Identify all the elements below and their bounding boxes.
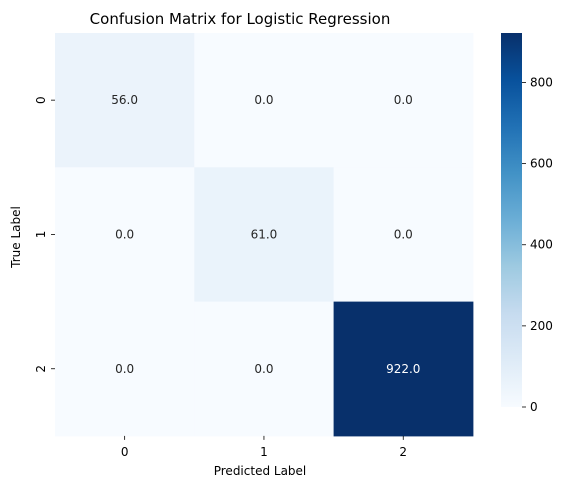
- heatmap-cell: [55, 167, 195, 303]
- x-tick-label: 2: [399, 445, 407, 459]
- heatmap-cell: [333, 33, 474, 168]
- x-tick-label: 0: [121, 445, 129, 459]
- x-tick-label: 1: [260, 445, 268, 459]
- colorbar-tick-label: 0: [530, 400, 538, 414]
- chart-title: Confusion Matrix for Logistic Regression: [90, 10, 391, 28]
- heatmap-cell: [194, 33, 335, 168]
- y-axis-ticks: 0 1 2: [34, 96, 55, 373]
- heatmap-cell: [194, 301, 335, 437]
- cell-value-label: 0.0: [115, 227, 134, 241]
- cell-value-label: 0.0: [254, 93, 273, 107]
- heatmap-cell: [55, 301, 195, 437]
- heatmap-cell: [333, 167, 474, 303]
- colorbar-tick-label: 200: [530, 319, 553, 333]
- colorbar-ticks: 0 200 400 600 800: [522, 75, 553, 414]
- colorbar-tick-label: 400: [530, 238, 553, 252]
- heatmap-cells: [55, 33, 474, 437]
- x-axis-label: Predicted Label: [214, 464, 307, 478]
- cell-value-label: 0.0: [394, 93, 413, 107]
- cell-value-label: 0.0: [394, 227, 413, 241]
- cell-value-label: 61.0: [251, 227, 278, 241]
- cell-value-label: 0.0: [254, 362, 273, 376]
- cell-value-label: 56.0: [111, 93, 138, 107]
- colorbar-tick-label: 800: [530, 75, 553, 89]
- cell-value-label: 0.0: [115, 362, 134, 376]
- heatmap-cell-labels: 56.0 0.0 0.0 0.0 61.0 0.0 0.0 0.0 922.0: [111, 93, 420, 376]
- heatmap-cell: [194, 167, 335, 303]
- heatmap-cell: [333, 301, 474, 437]
- x-axis-ticks: 0 1 2: [121, 435, 407, 459]
- y-tick-label: 1: [34, 231, 48, 239]
- heatmap-cell: [55, 33, 195, 168]
- y-tick-label: 2: [34, 365, 48, 373]
- colorbar: [501, 33, 522, 407]
- colorbar-tick-label: 600: [530, 157, 553, 171]
- cell-value-label: 922.0: [386, 362, 420, 376]
- y-tick-label: 0: [34, 96, 48, 104]
- y-axis-label: True Label: [9, 206, 23, 269]
